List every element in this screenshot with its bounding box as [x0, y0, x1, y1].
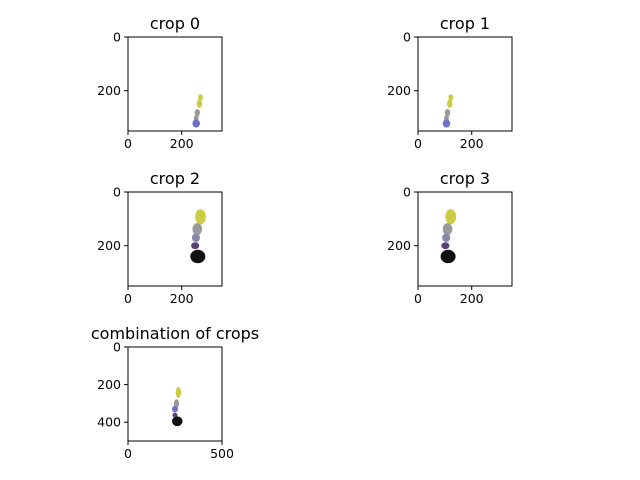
- yellow-blob: [196, 99, 203, 108]
- black-blob: [190, 249, 206, 264]
- x-tick-label: 0: [414, 136, 422, 151]
- gray-blob: [194, 108, 200, 117]
- yellow-blob: [198, 94, 203, 101]
- x-tick-label: 0: [124, 446, 132, 461]
- purple-blob: [191, 242, 200, 250]
- yellow-blob: [448, 94, 454, 101]
- y-tick-label: 0: [113, 30, 121, 45]
- subplot-title: crop 3: [440, 169, 490, 188]
- gray-blob: [444, 108, 451, 117]
- yellow-blob: [445, 209, 457, 225]
- purple-blob: [172, 412, 178, 418]
- x-tick-label: 0: [124, 291, 132, 306]
- x-tick-label: 200: [460, 136, 484, 151]
- y-tick-label: 0: [113, 340, 121, 355]
- gray-blob: [193, 115, 199, 122]
- blue-blob: [192, 119, 200, 128]
- y-tick-label: 0: [403, 185, 411, 200]
- y-tick-label: 200: [387, 238, 411, 253]
- y-tick-label: 400: [97, 415, 121, 430]
- y-tick-label: 200: [97, 238, 121, 253]
- subplot-title: crop 2: [150, 169, 200, 188]
- y-tick-label: 0: [403, 30, 411, 45]
- slate-blob: [442, 233, 451, 242]
- subplot-title: combination of crops: [91, 324, 259, 343]
- subplot-1: 0 200 0 200 crop 1: [387, 14, 513, 151]
- axes-frame: [417, 191, 513, 287]
- gray-blob: [444, 115, 449, 122]
- x-tick-label: 200: [170, 136, 194, 151]
- blue-blob: [171, 405, 179, 413]
- yellow-blob: [447, 99, 453, 108]
- gray-blob: [173, 399, 180, 408]
- subplot-title: crop 1: [440, 14, 490, 33]
- x-tick-label: 200: [460, 291, 484, 306]
- y-tick-label: 200: [387, 83, 411, 98]
- yellow-blob: [195, 209, 206, 225]
- y-tick-label: 0: [113, 185, 121, 200]
- y-tick-label: 200: [97, 377, 121, 392]
- yellow-blob: [175, 386, 182, 399]
- x-tick-label: 200: [170, 291, 194, 306]
- gray-blob: [192, 223, 203, 235]
- subplot-3: 0 200 0 200 crop 3: [387, 169, 513, 306]
- subplot-title: crop 0: [150, 14, 200, 33]
- axes-frame: [417, 36, 513, 132]
- x-tick-label: 0: [414, 291, 422, 306]
- x-tick-label: 500: [210, 446, 234, 461]
- axes-frame: [127, 36, 223, 132]
- axes-frame: [127, 191, 223, 287]
- black-blob: [440, 249, 456, 264]
- x-tick-label: 0: [124, 136, 132, 151]
- purple-blob: [441, 242, 450, 250]
- gray-blob: [442, 223, 453, 235]
- subplot-0: 0 200 0 200 crop 0: [97, 14, 223, 151]
- subplot-2: 0 200 0 200 crop 2: [97, 169, 223, 306]
- blue-blob: [442, 119, 451, 128]
- axes-frame: [127, 346, 223, 442]
- slate-blob: [191, 233, 200, 242]
- y-tick-label: 200: [97, 83, 121, 98]
- black-blob: [171, 416, 183, 427]
- subplot-4: 0 500 0 200 400 combination of crops: [91, 324, 259, 461]
